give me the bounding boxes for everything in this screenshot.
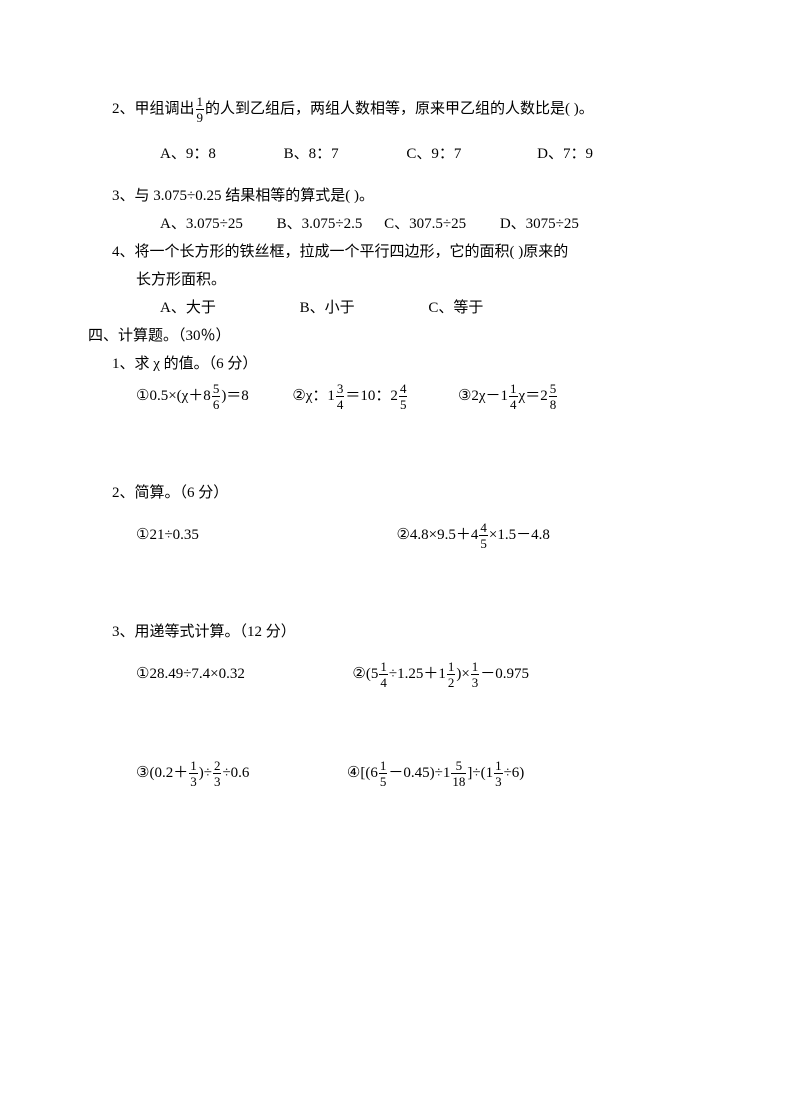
fraction-1-2: 12 xyxy=(447,660,456,689)
p3-eq4-mid1: －0.45)÷1 xyxy=(388,765,450,781)
q3-opt-b: B、3.075÷2.5 xyxy=(277,212,363,236)
q2-text-pre: 2、甲组调出 xyxy=(112,101,195,117)
q4-text1: 4、将一个长方形的铁丝框，拉成一个平行四边形，它的面积( )原来的 xyxy=(112,244,568,260)
q2-opt-b: B、8：7 xyxy=(284,142,339,166)
q3-options: A、3.075÷25 B、3.075÷2.5 C、307.5÷25 D、3075… xyxy=(88,212,712,236)
eq1-post: )＝8 xyxy=(221,388,249,404)
eq2-pre: ②χ：1 xyxy=(292,388,335,404)
fraction-5-18: 518 xyxy=(451,759,466,788)
s4-p1-title: 1、求 χ 的值。（6 分） xyxy=(88,352,712,376)
q4-options: A、大于 B、小于 C、等于 xyxy=(88,296,712,320)
p2-eq2-post: ×1.5－4.8 xyxy=(489,527,550,543)
q3-text: 3、与 3.075÷0.25 结果相等的算式是( )。 xyxy=(112,188,374,204)
eq3-pre: ③2χ－1 xyxy=(458,388,508,404)
s4-p2-equations: ①21÷0.35 ②4.8×9.5＋445×1.5－4.8 xyxy=(88,521,712,550)
question-4-line2: 长方形面积。 xyxy=(88,268,712,292)
fraction-1-5: 15 xyxy=(379,759,388,788)
p3-eq4-mid2: ]÷(1 xyxy=(467,765,493,781)
p3-eq2-pre: ②(5 xyxy=(352,666,378,682)
q4-opt-c: C、等于 xyxy=(428,296,483,320)
p3-eq2-mid1: ÷1.25＋1 xyxy=(389,666,446,682)
question-4-line1: 4、将一个长方形的铁丝框，拉成一个平行四边形，它的面积( )原来的 xyxy=(88,240,712,264)
s4-p1-equations: ①0.5×(χ＋856)＝8 ②χ：134＝10：245 ③2χ－114χ＝25… xyxy=(88,382,712,411)
q4-opt-b: B、小于 xyxy=(300,296,355,320)
p3-eq2-post: －0.975 xyxy=(480,666,529,682)
question-2: 2、甲组调出19的人到乙组后，两组人数相等，原来甲乙组的人数比是( )。 xyxy=(88,95,712,124)
fraction-1-4b: 14 xyxy=(379,660,388,689)
p3-eq4-pre: ④[(6 xyxy=(347,765,378,781)
p3-eq1: ①28.49÷7.4×0.32 xyxy=(136,666,245,682)
p3-eq3-pre: ③(0.2＋ xyxy=(136,765,188,781)
q2-text-post: 的人到乙组后，两组人数相等，原来甲乙组的人数比是( )。 xyxy=(205,101,594,117)
q2-opt-d: D、7：9 xyxy=(537,142,593,166)
fraction-4-5b: 45 xyxy=(479,521,488,550)
s4-p3-row2: ③(0.2＋13)÷23÷0.6 ④[(615－0.45)÷1518]÷(113… xyxy=(88,759,712,788)
fraction-2-3: 23 xyxy=(213,759,222,788)
fraction-1-3: 13 xyxy=(471,660,480,689)
p3-eq3-post: ÷0.6 xyxy=(222,765,249,781)
q4-text2: 长方形面积。 xyxy=(136,272,226,288)
s4-p2-title: 2、简算。（6 分） xyxy=(88,481,712,505)
fraction-1-9: 19 xyxy=(196,95,205,124)
q3-opt-c: C、307.5÷25 xyxy=(384,212,466,236)
q4-opt-a: A、大于 xyxy=(160,296,216,320)
p3-eq4-post: ÷6) xyxy=(504,765,525,781)
fraction-1-4: 14 xyxy=(509,382,518,411)
p3-eq2-mid2: )× xyxy=(456,666,469,682)
eq1-pre: ①0.5×(χ＋8 xyxy=(136,388,211,404)
s4-p3-title: 3、用递等式计算。（12 分） xyxy=(88,620,712,644)
eq2-mid: ＝10：2 xyxy=(345,388,398,404)
page-content: 2、甲组调出19的人到乙组后，两组人数相等，原来甲乙组的人数比是( )。 A、9… xyxy=(0,0,800,832)
q3-opt-a: A、3.075÷25 xyxy=(160,212,243,236)
fraction-4-5: 45 xyxy=(399,382,408,411)
section-4-title: 四、计算题。（30％） xyxy=(88,324,712,348)
fraction-1-3b: 13 xyxy=(189,759,198,788)
p2-eq1: ①21÷0.35 xyxy=(136,527,199,543)
s4-p3-row1: ①28.49÷7.4×0.32 ②(514÷1.25＋112)×13－0.975 xyxy=(88,660,712,689)
fraction-3-4: 34 xyxy=(336,382,345,411)
q2-options: A、9：8 B、8：7 C、9：7 D、7：9 xyxy=(88,142,712,166)
eq3-mid: χ＝2 xyxy=(519,388,548,404)
q2-opt-a: A、9：8 xyxy=(160,142,216,166)
q2-opt-c: C、9：7 xyxy=(406,142,461,166)
fraction-5-6: 56 xyxy=(212,382,221,411)
fraction-5-8: 58 xyxy=(549,382,558,411)
q3-opt-d: D、3075÷25 xyxy=(500,212,579,236)
fraction-1-3c: 13 xyxy=(494,759,503,788)
p2-eq2-pre: ②4.8×9.5＋4 xyxy=(396,527,478,543)
question-3: 3、与 3.075÷0.25 结果相等的算式是( )。 xyxy=(88,184,712,208)
p3-eq3-mid1: )÷ xyxy=(199,765,212,781)
